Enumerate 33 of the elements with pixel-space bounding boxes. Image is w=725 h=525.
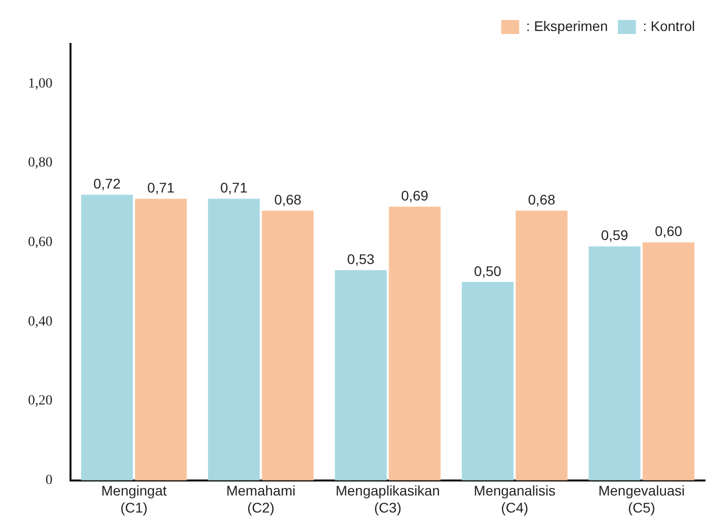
y-tick-label: 1,00	[28, 76, 52, 92]
x-tick-label: Mengaplikasikan (C3)	[336, 482, 440, 516]
bar	[588, 246, 640, 480]
data-label: 0,71	[147, 180, 175, 196]
bar	[262, 210, 314, 480]
legend-label: : Eksperimen	[526, 18, 608, 34]
x-tick-label: Mengingat (C1)	[101, 482, 167, 516]
y-tick-label: 0,60	[28, 235, 52, 250]
bar	[135, 198, 187, 480]
data-label: 0,69	[401, 188, 429, 204]
legend-label: : Kontrol	[642, 18, 696, 34]
data-label: 0,68	[528, 191, 556, 208]
data-label: 0,60	[654, 223, 682, 240]
data-label: 0,53	[347, 250, 375, 267]
data-label: 0,59	[600, 227, 628, 244]
bar	[642, 242, 694, 480]
x-tick-label: Mengevaluasi (C5)	[598, 482, 685, 516]
bar	[462, 282, 514, 480]
bar	[334, 270, 387, 480]
y-tick-label: 0,20	[28, 394, 52, 409]
data-label: 0,50	[474, 262, 502, 279]
y-tick-label: 0,40	[28, 314, 52, 330]
bar	[388, 206, 441, 480]
x-tick-label: Menganalisis (C4)	[474, 482, 556, 516]
data-label: 0,68	[274, 191, 302, 208]
bar	[81, 194, 133, 480]
x-tick-label: Memahami (C2)	[226, 482, 296, 516]
y-tick-label: 0,80	[28, 156, 52, 171]
bar	[516, 210, 568, 480]
y-tick-label: 0	[46, 473, 52, 488]
data-label: 0,71	[220, 180, 248, 196]
data-label: 0,72	[93, 176, 121, 192]
bar	[208, 198, 260, 480]
